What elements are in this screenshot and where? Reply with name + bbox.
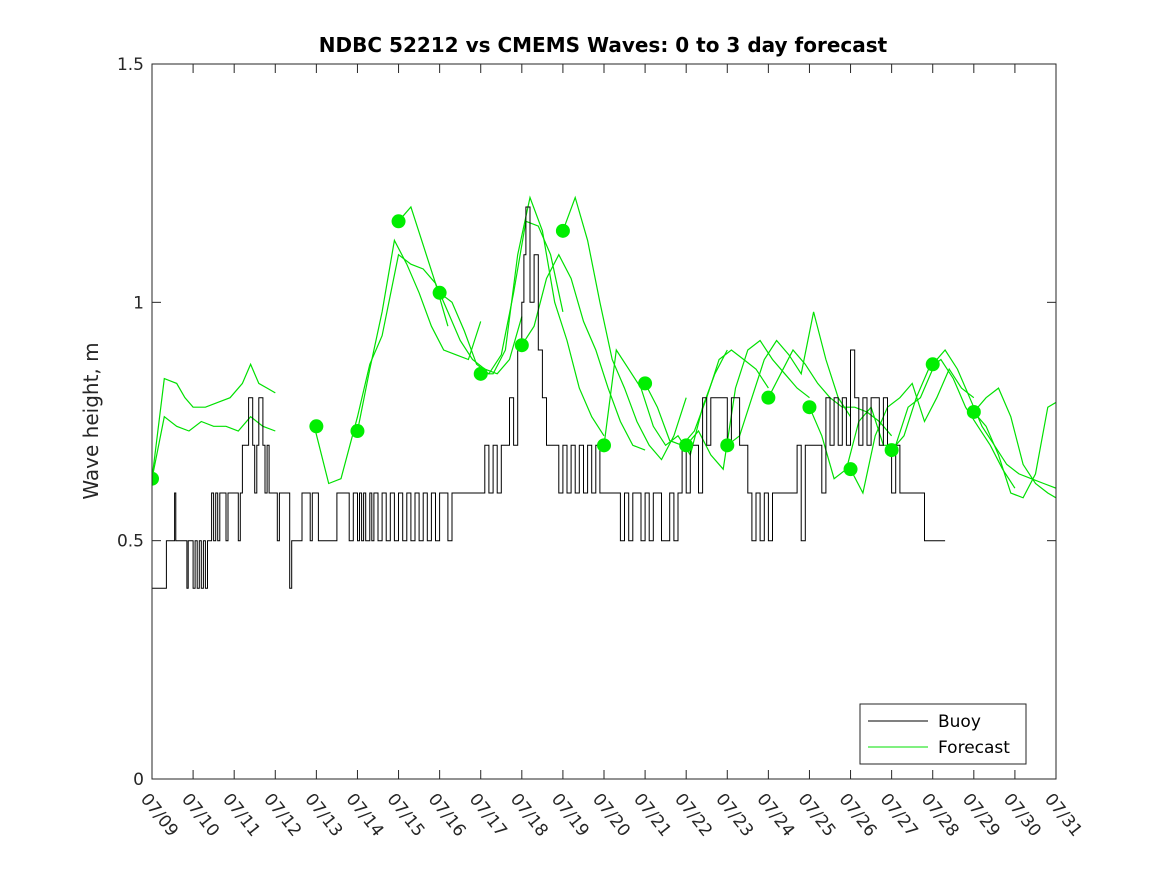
forecast-line-15 [849, 367, 975, 495]
legend-box [859, 703, 1027, 765]
legend: Buoy Forecast [859, 703, 1027, 765]
forecast-start-marker [966, 404, 981, 419]
y-tick-label: 1 [133, 293, 144, 313]
forecast-line-18 [973, 401, 1056, 499]
legend-buoy-label: Buoy [938, 712, 981, 732]
forecast-line-1 [152, 362, 276, 479]
forecast-start-marker [884, 443, 899, 458]
forecast-start-marker [555, 223, 570, 238]
forecast-start-marker [802, 400, 817, 415]
forecast-line-4 [398, 205, 523, 375]
forecast-start-marker [473, 366, 488, 381]
y-axis-label: Wave height, m [79, 342, 103, 499]
y-tick-label: 0.5 [117, 532, 144, 552]
forecast-start-marker [843, 462, 858, 477]
forecast-start-marker [638, 376, 653, 391]
legend-forecast-label: Forecast [938, 738, 1010, 758]
forecast-line-19 [973, 387, 1056, 499]
plot-area [152, 195, 1056, 589]
buoy-line [152, 206, 946, 589]
forecast-start-marker [761, 390, 776, 405]
y-tick-label: 0 [133, 770, 144, 790]
forecast-start-marker [679, 438, 694, 453]
forecast-start-marker [514, 338, 529, 353]
forecast-line-3 [356, 238, 482, 432]
forecast-start-marker [597, 438, 611, 453]
forecast-start-marker [391, 214, 406, 229]
forecast-start-marker [152, 471, 159, 486]
forecast-line-0 [152, 415, 276, 479]
forecast-start-marker [925, 357, 940, 372]
forecast-line-6 [480, 195, 605, 437]
forecast-line-11 [685, 339, 810, 471]
forecast-line-5 [439, 220, 564, 375]
forecast-start-marker [432, 285, 447, 300]
forecast-start-marker [720, 438, 735, 453]
y-tick-label: 1.5 [117, 55, 144, 75]
forecast-line-12 [726, 311, 852, 446]
chart-title: NDBC 52212 vs CMEMS Waves: 0 to 3 day fo… [319, 33, 888, 57]
series-group [152, 195, 1056, 589]
forecast-start-marker [350, 424, 365, 439]
forecast-line-2 [313, 253, 449, 485]
forecast-start-marker [309, 419, 324, 434]
forecast-line-16 [891, 358, 1016, 489]
forecast-line-7 [521, 253, 646, 451]
forecast-line-8 [562, 195, 687, 461]
